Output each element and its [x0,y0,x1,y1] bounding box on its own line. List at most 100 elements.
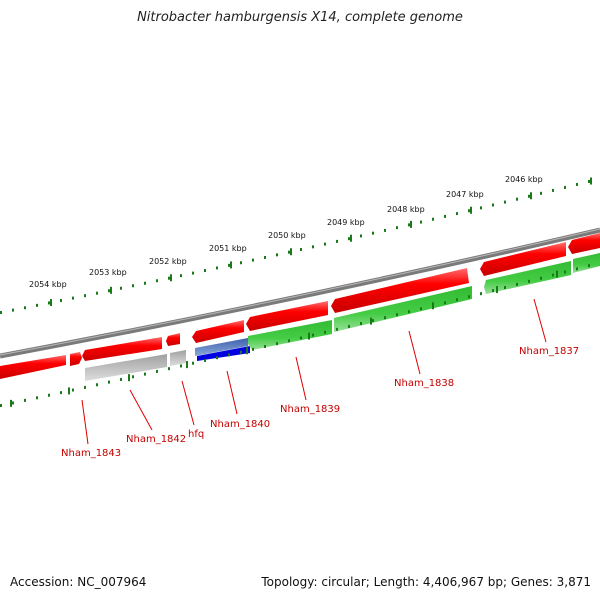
ruler-minor-tick [156,279,158,283]
ruler-minor-tick [480,206,482,210]
ruler-minor-tick [84,294,86,298]
ruler-minor-tick [456,212,458,216]
ruler-minor-tick [180,274,182,278]
ruler-minor-tick [540,191,542,195]
ruler-minor-tick [516,282,518,286]
ruler-minor-tick [564,185,566,189]
ruler-labels: 2054 kbp 2053 kbp 2052 kbp 2051 kbp 2050… [29,175,543,289]
ruler-minor-tick [588,264,590,268]
ruler-minor-tick [168,276,170,280]
gene-arrow [248,320,332,350]
ruler-major-tick [410,220,412,228]
ruler-label-2046: 2046 kbp [505,175,543,184]
ruler-minor-tick [432,217,434,221]
gene-arrow [192,320,244,343]
ruler-major-tick [496,286,498,294]
ruler-minor-tick [216,266,218,270]
ruler-minor-tick [420,220,422,224]
ruler-minor-tick [264,255,266,259]
genome-summary-text: Topology: circular; Length: 4,406,967 bp… [261,575,591,589]
callout-line [181,380,195,426]
gene-label-nham-1839: Nham_1839 [280,404,340,415]
ruler-label-2048: 2048 kbp [387,205,425,214]
gene-label-nham-1837: Nham_1837 [519,346,579,357]
ruler-label-2052: 2052 kbp [149,257,187,266]
rna-feature-bar [195,338,248,356]
ruler-major-tick [432,302,434,310]
ruler-minor-tick [72,296,74,300]
ruler-minor-tick [144,281,146,285]
ruler-major-tick [246,347,248,355]
ruler-minor-tick [372,319,374,323]
ruler-minor-tick [36,303,38,307]
ruler-minor-tick [288,250,290,254]
ruler-minor-tick [396,313,398,317]
ruler-label-2047: 2047 kbp [446,190,484,199]
ruler-minor-tick [252,347,254,351]
ruler-minor-tick [72,388,74,392]
ruler-minor-tick [324,330,326,334]
ruler-minor-tick [384,228,386,232]
outer-ruler [0,177,592,314]
ruler-minor-tick [108,289,110,293]
ruler-major-tick [50,299,52,307]
ruler-minor-tick [552,188,554,192]
ruler-minor-tick [480,292,482,296]
ruler-minor-tick [228,263,230,267]
ruler-minor-tick [444,214,446,218]
gene-label-nham-1842: Nham_1842 [126,434,186,445]
callout-line [295,356,307,401]
ruler-minor-tick [492,203,494,207]
ruler-major-tick [556,270,558,278]
ruler-major-tick [110,286,112,294]
ruler-minor-tick [420,307,422,311]
ruler-minor-tick [336,327,338,331]
ruler-minor-tick [24,398,26,402]
callout-line [226,370,238,415]
ruler-minor-tick [468,295,470,299]
ruler-minor-tick [312,333,314,337]
ruler-major-tick [370,317,372,325]
ruler-minor-tick [132,375,134,379]
ruler-minor-tick [384,316,386,320]
ruler-minor-tick [192,271,194,275]
ruler-minor-tick [216,356,218,360]
gene-arrow [82,337,162,361]
ruler-minor-tick [324,242,326,246]
pseudo-gene-bar [170,350,186,366]
ruler-minor-tick [576,182,578,186]
ruler-major-tick [590,177,592,185]
ruler-minor-tick [168,367,170,371]
ruler-major-tick [186,361,188,369]
ruler-minor-tick [540,276,542,280]
forward-strand-genes [0,233,600,379]
genome-backbone [0,227,600,359]
ruler-label-2053: 2053 kbp [89,268,127,277]
ruler-label-2051: 2051 kbp [209,244,247,253]
gene-label-hfq: hfq [188,429,204,440]
rna-feature-bar [197,346,250,361]
gene-label-nham-1840: Nham_1840 [210,419,270,430]
ruler-minor-tick [276,253,278,257]
ruler-minor-tick [504,286,506,290]
ruler-minor-tick [240,350,242,354]
ruler-minor-tick [12,308,14,312]
accession-text: Accession: NC_007964 [10,575,147,589]
ruler-minor-tick [48,301,50,305]
ruler-major-tick [128,374,130,382]
ruler-minor-tick [396,226,398,230]
ruler-minor-tick [192,361,194,365]
callout-line [408,330,421,375]
ruler-minor-tick [372,231,374,235]
ruler-minor-tick [516,197,518,201]
ruler-minor-tick [564,270,566,274]
ruler-minor-tick [96,383,98,387]
ruler-minor-tick [180,364,182,368]
ruler-minor-tick [0,311,2,314]
ruler-minor-tick [96,291,98,295]
label-callouts [81,298,547,445]
callout-line [81,399,89,445]
ruler-minor-tick [48,393,50,397]
gene-arrow [0,355,66,379]
ruler-minor-tick [264,345,266,349]
